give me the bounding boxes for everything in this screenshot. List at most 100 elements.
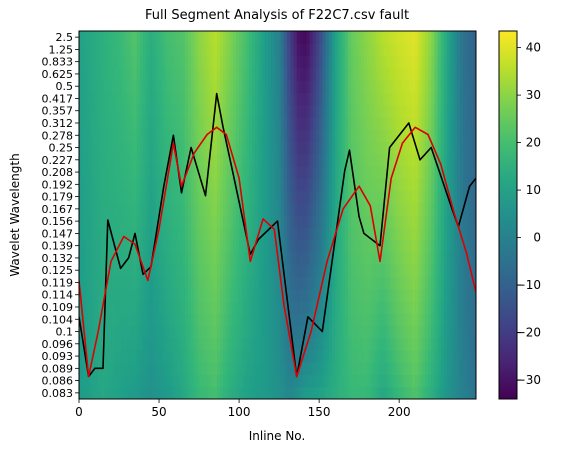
heatmap-cell [399,67,403,81]
heatmap-cell [117,202,122,216]
heatmap-cell [447,165,451,179]
heatmap-cell [405,215,410,228]
heatmap-cell [207,374,211,388]
heatmap-cell [408,129,413,142]
heatmap-cell [415,178,419,192]
heatmap-cell [466,386,471,399]
heatmap-cell [95,215,99,228]
heatmap-cell [331,104,336,118]
heatmap-cell [155,325,160,339]
heatmap-cell [175,349,179,363]
heatmap-cell [114,276,119,290]
heatmap-cell [341,153,346,167]
heatmap-cell [437,288,442,302]
heatmap-cell [431,288,435,302]
heatmap-cell [245,67,250,81]
heatmap-cell [341,80,346,93]
heatmap-cell [424,31,429,44]
heatmap-cell [421,104,426,118]
heatmap-cell [472,313,476,326]
heatmap-cell [328,325,333,339]
heatmap-cell [165,165,170,179]
heatmap-cell [248,202,253,216]
heatmap-cell [171,239,176,253]
heatmap-cell [232,80,237,93]
heatmap-cell [213,362,218,376]
heatmap-cell [405,116,410,130]
heatmap-cell [424,165,429,179]
heatmap-cell [114,43,119,57]
heatmap-cell [216,264,221,277]
heatmap-cell [149,141,154,155]
heatmap-cell [229,129,234,142]
heatmap-cell [312,67,317,81]
heatmap-cell [168,80,173,93]
heatmap-cell [130,288,135,302]
heatmap-cell [440,300,445,314]
heatmap-cell [405,104,410,118]
heatmap-cell [328,178,333,192]
heatmap-cell [450,55,455,69]
heatmap-cell [200,67,205,81]
heatmap-cell [453,178,458,192]
heatmap-cell [386,264,391,277]
heatmap-cell [328,227,333,241]
heatmap-cell [351,325,355,339]
heatmap-cell [402,202,407,216]
heatmap-cell [472,386,476,399]
heatmap-cell [306,129,311,142]
heatmap-cell [335,288,339,302]
heatmap-cell [245,55,250,69]
heatmap-cell [424,92,429,106]
heatmap-cell [415,239,419,253]
heatmap-cell [207,349,211,363]
heatmap-cell [91,313,96,326]
heatmap-cell [360,227,365,241]
heatmap-cell [405,227,410,241]
heatmap-cell [111,141,115,155]
heatmap-cell [178,165,183,179]
heatmap-cell [123,116,128,130]
heatmap-cell [463,165,467,179]
heatmap-cell [120,349,125,363]
heatmap-cell [328,386,333,399]
heatmap-cell [287,178,291,192]
heatmap-cell [120,325,125,339]
heatmap-cell [386,374,391,388]
heatmap-cell [197,178,202,192]
heatmap-cell [248,80,253,93]
heatmap-cell [216,116,221,130]
heatmap-cell [434,349,439,363]
heatmap-cell [255,337,259,351]
heatmap-cell [303,129,307,142]
heatmap-cell [459,165,464,179]
heatmap-cell [184,80,189,93]
heatmap-cell [216,141,221,155]
heatmap-cell [459,55,464,69]
heatmap-cell [162,300,167,314]
heatmap-cell [306,325,311,339]
heatmap-cell [437,202,442,216]
heatmap-cell [296,202,301,216]
heatmap-cell [171,374,176,388]
heatmap-cell [331,67,336,81]
heatmap-cell [306,374,311,388]
heatmap-cell [335,104,339,118]
heatmap-cell [114,300,119,314]
heatmap-cell [223,178,227,192]
heatmap-cell [104,362,109,376]
heatmap-cell [226,288,231,302]
heatmap-cell [431,337,435,351]
heatmap-cell [357,313,362,326]
heatmap-cell [386,104,391,118]
heatmap-cell [431,80,435,93]
heatmap-cell [459,288,464,302]
heatmap-cell [418,67,423,81]
heatmap-cell [447,288,451,302]
heatmap-cell [155,276,160,290]
heatmap-cell [283,386,288,399]
heatmap-cell [402,129,407,142]
heatmap-cell [402,386,407,399]
heatmap-cell [383,202,387,216]
heatmap-cell [271,251,275,265]
